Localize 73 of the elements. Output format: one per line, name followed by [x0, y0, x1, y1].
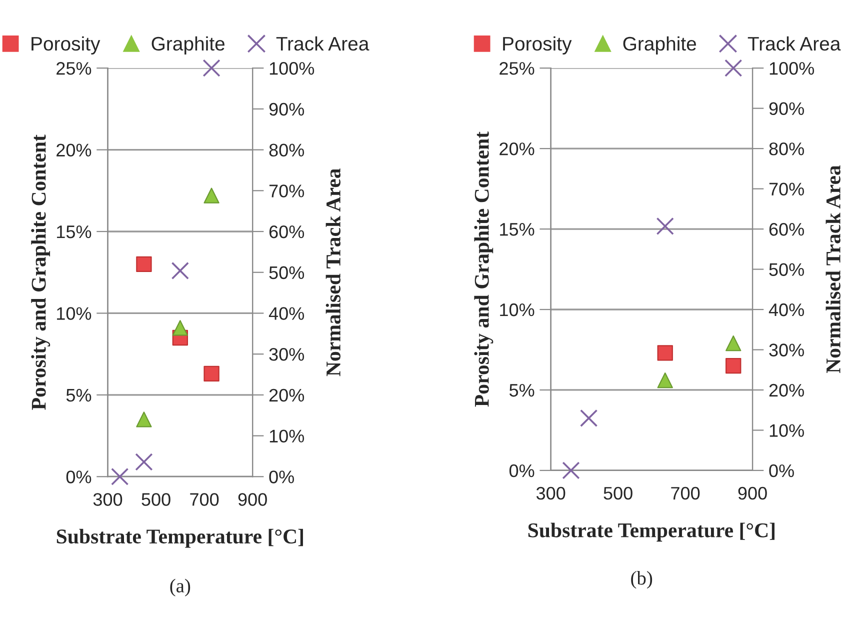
y-tick-label: 5%	[66, 388, 92, 402]
x-tick-label: 900	[238, 493, 267, 506]
point	[726, 358, 742, 374]
y2-tick-label: 60%	[769, 222, 804, 236]
x-tick-label: 900	[738, 486, 767, 500]
y2-tick-label: 100%	[770, 62, 814, 75]
point	[172, 320, 188, 336]
x-tick-label: 300	[536, 486, 566, 500]
y2-tick-label: 30%	[269, 348, 304, 361]
legend-label: Graphite	[152, 36, 225, 54]
y2-tick-label: 50%	[769, 263, 804, 276]
y-axis-title: Porosity and Graphite Content	[31, 134, 50, 410]
x-tick-label: 500	[142, 493, 170, 506]
y-tick-label: 10%	[500, 303, 534, 316]
y-axis-title: Porosity and Graphite Content	[474, 132, 494, 407]
y-tick-label: 20%	[500, 142, 534, 156]
point	[580, 409, 598, 427]
x-axis-title: Substrate Temperature [°C]	[528, 522, 774, 542]
point	[136, 412, 152, 428]
y2-tick-label: 0%	[269, 470, 294, 484]
legend-label: Track Area	[276, 36, 370, 51]
y2-tick-label: 20%	[769, 384, 804, 397]
y2-tick-label: 10%	[770, 424, 804, 437]
point	[171, 262, 189, 280]
y2-tick-label: 30%	[769, 344, 804, 356]
point	[136, 256, 152, 272]
y-tick-label: 10%	[57, 307, 92, 320]
y2-tick-label: 40%	[268, 307, 304, 320]
y-tick-label: 15%	[57, 226, 92, 238]
legend-label: Porosity	[32, 36, 100, 54]
y2-tick-label: 100%	[270, 62, 314, 75]
y2-tick-label: 70%	[769, 182, 804, 196]
point	[726, 335, 742, 352]
x-tick-label: 300	[93, 493, 122, 506]
y-tick-label: 15%	[500, 223, 534, 236]
y2-tick-label: 60%	[269, 225, 304, 238]
point	[657, 372, 673, 388]
x-axis-title: Substrate Temperature [°C]	[56, 528, 303, 548]
y-tick-label: 20%	[56, 144, 92, 157]
y-tick-label: 25%	[56, 62, 92, 75]
x-tick-label: 700	[190, 493, 219, 506]
legend-label: Track Area	[748, 36, 841, 51]
y2-axis-title: Normalised Track Area	[326, 168, 340, 376]
point	[204, 188, 220, 204]
point	[204, 366, 220, 382]
x-tick-label: 500	[604, 486, 632, 500]
point	[724, 59, 742, 77]
y-tick-label: 25%	[500, 62, 534, 75]
y2-tick-label: 70%	[269, 184, 304, 198]
y2-tick-label: 40%	[768, 303, 804, 316]
y-tick-label: 0%	[66, 470, 92, 484]
y2-tick-label: 90%	[269, 102, 304, 116]
legend-label: Porosity	[503, 36, 572, 54]
text: (b)	[631, 571, 652, 589]
point	[656, 217, 674, 236]
point	[202, 59, 220, 77]
point	[657, 345, 673, 361]
y2-tick-label: 50%	[269, 266, 304, 280]
y-tick-label: 0%	[509, 464, 534, 478]
y2-tick-label: 80%	[269, 144, 304, 157]
point	[135, 453, 153, 471]
y2-tick-label: 90%	[769, 102, 804, 116]
text: (a)	[170, 578, 190, 596]
y2-tick-label: 0%	[769, 464, 794, 478]
legend-label: Graphite	[623, 36, 696, 54]
y2-tick-label: 10%	[270, 430, 304, 442]
x-tick-label: 700	[671, 486, 700, 500]
y-tick-label: 5%	[509, 384, 534, 397]
point	[110, 468, 129, 486]
point	[562, 462, 580, 480]
y2-axis-title: Normalised Track Area	[826, 165, 840, 374]
y2-tick-label: 80%	[769, 142, 804, 156]
y2-tick-label: 20%	[269, 388, 304, 402]
